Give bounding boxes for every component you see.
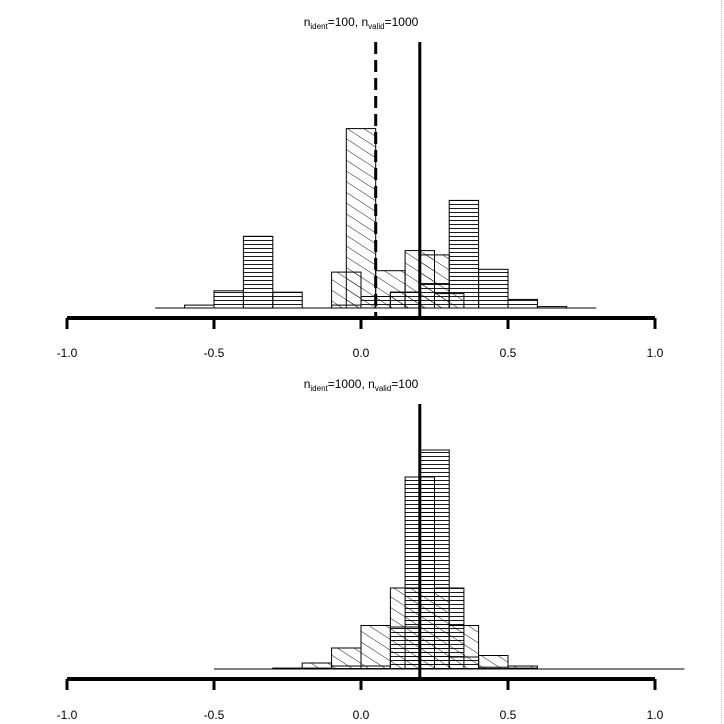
top-x-tick-label: -1.0 — [57, 346, 78, 360]
top-reference-lines — [374, 42, 422, 316]
bottom-diagonal-bar — [301, 662, 333, 670]
top-horizontal-bar — [213, 290, 244, 309]
bottom-panel-title: nident=1000, nvalid=100 — [304, 377, 419, 393]
top-diagonal-hatch-bars — [331, 128, 465, 309]
bottom-x-tick-label: -1.0 — [57, 708, 78, 722]
bottom-diagonal-bar — [331, 647, 362, 670]
top-diagonal-bar — [434, 293, 465, 309]
bottom-diagonal-bar — [448, 625, 480, 670]
top-horizontal-bar — [507, 298, 538, 309]
top-x-tick-label: 1.0 — [647, 346, 664, 360]
top-horizontal-bar — [448, 199, 480, 309]
page-edge — [721, 0, 722, 724]
bottom-panel: nident=1000, nvalid=100 -1.0 -0.5 0.0 0.5 1.… — [57, 377, 685, 722]
bottom-x-tick-label: -0.5 — [204, 708, 225, 722]
top-horizontal-bar — [272, 291, 303, 309]
top-diagonal-bar — [345, 128, 377, 309]
top-panel: nident=100, nvalid=1000 -1.0 -0.5 0.0 0.5 1.… — [57, 15, 664, 360]
bottom-diagonal-bar — [360, 625, 391, 670]
bottom-diagonal-bar — [419, 592, 450, 670]
top-x-tick-label: 0.0 — [353, 346, 370, 360]
top-panel-title: nident=100, nvalid=1000 — [304, 15, 419, 31]
bottom-x-axis: -1.0 -0.5 0.0 0.5 1.0 — [57, 677, 664, 722]
bottom-diagonal-hatch-bars — [301, 587, 538, 670]
bottom-diagonal-bar — [389, 587, 421, 670]
bottom-x-tick-label: 1.0 — [647, 708, 664, 722]
bottom-diagonal-bar — [478, 655, 509, 670]
bottom-x-tick-label: 0.5 — [500, 708, 517, 722]
top-x-axis: -1.0 -0.5 0.0 0.5 1.0 — [57, 316, 664, 360]
top-horizontal-bar — [242, 235, 274, 309]
bottom-x-tick-label: 0.0 — [353, 708, 370, 722]
top-horizontal-bar — [478, 268, 509, 309]
top-x-tick-label: 0.5 — [500, 346, 517, 360]
top-x-tick-label: -0.5 — [204, 346, 225, 360]
